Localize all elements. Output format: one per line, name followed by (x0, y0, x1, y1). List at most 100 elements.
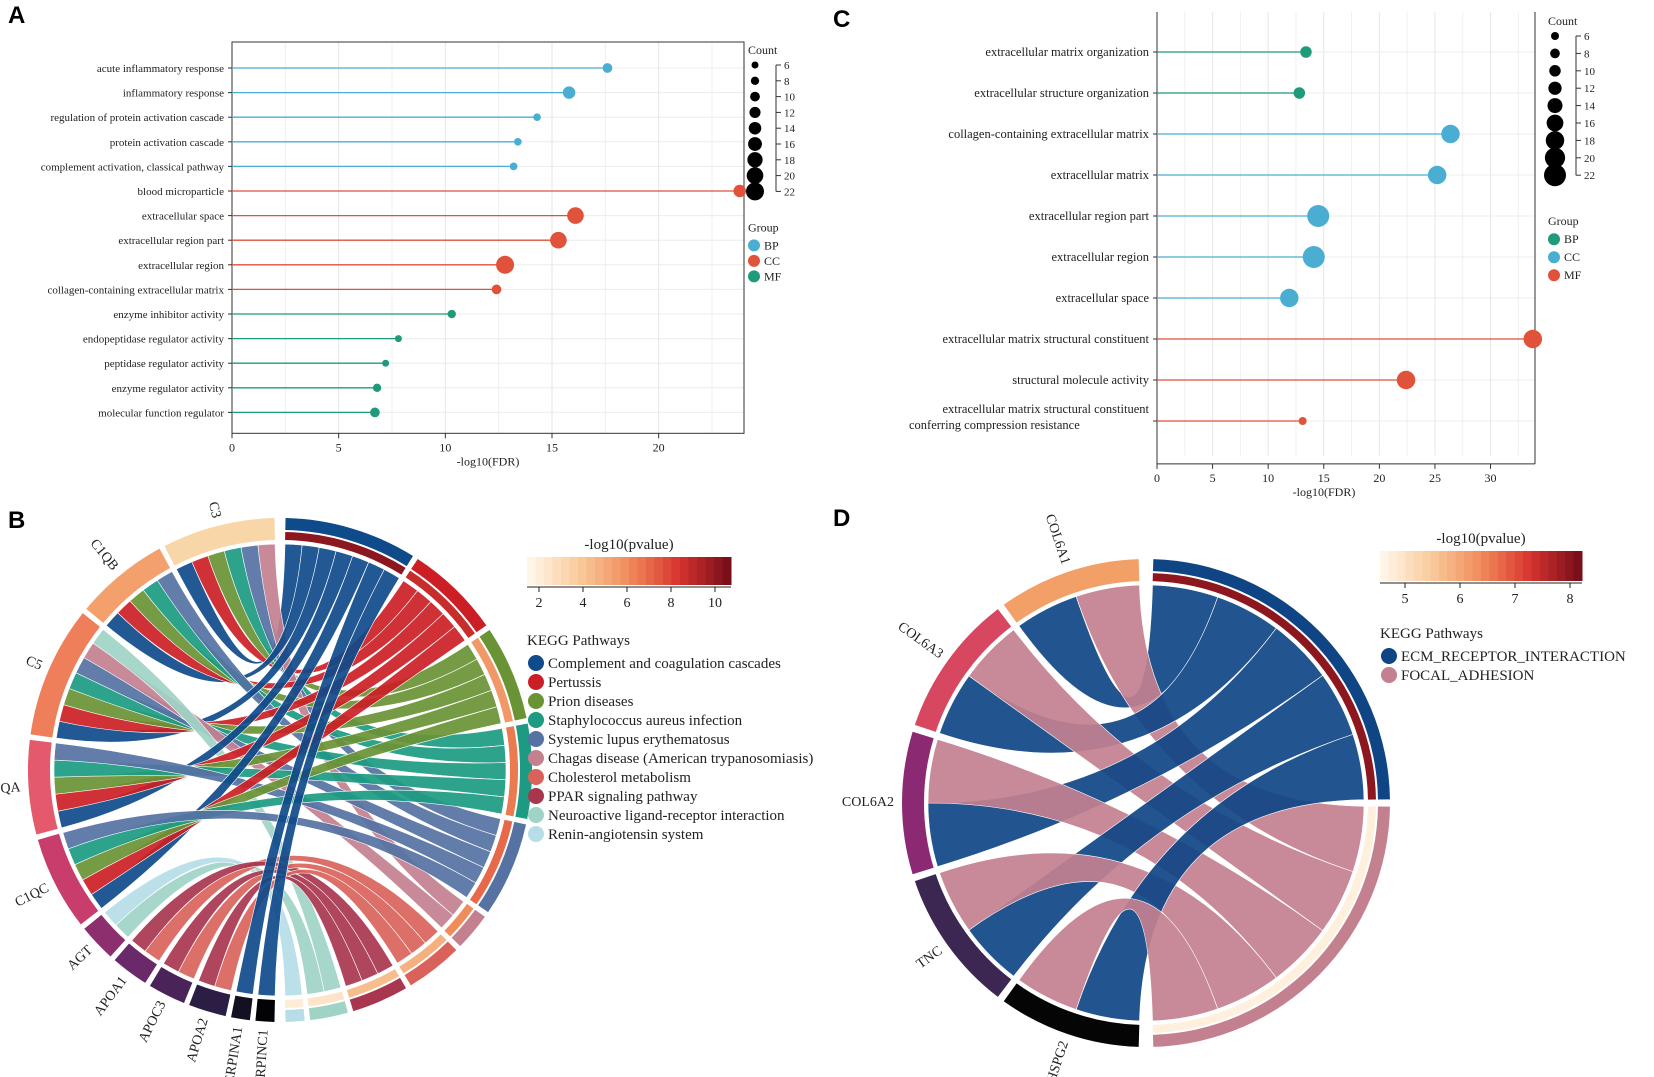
gene-label-hspg2: HSPG2 (1044, 1039, 1072, 1077)
colorbar-swatch (603, 557, 613, 585)
pathway-heat-ring (505, 726, 518, 817)
colorbar-swatch (1422, 551, 1431, 581)
size-legend-dot (1545, 131, 1565, 150)
lollipop-point-collagen-containing-extracellular-matrix (491, 284, 502, 295)
size-legend-dot (1549, 65, 1561, 77)
gene-label-col6a1: COL6A1 (1042, 512, 1073, 566)
size-legend-dot (750, 91, 760, 102)
gene-arc-col6a1 (1003, 559, 1140, 623)
size-legend-dot (1544, 147, 1566, 168)
x-tick-label: 20 (653, 440, 665, 454)
y-term-label: enzyme inhibitor activity (113, 309, 224, 321)
gene-label-c1qa: C1QA (0, 780, 22, 798)
gene-arc-apoa1 (114, 943, 157, 983)
lollipop-point-extracellular-space (1280, 288, 1299, 308)
lollipop-point-extracellular-region (496, 255, 515, 274)
kegg-legend-label: Chagas disease (American trypanosomiasis… (548, 751, 813, 767)
gene-arc-apoa2 (189, 984, 231, 1017)
chord-ribbon-c1qa-systemic-lupus-erythematosus (53, 742, 485, 884)
colorbar-swatch (1514, 551, 1524, 581)
gene-arc-c1qb (86, 548, 171, 623)
pathway-heat-ring (307, 991, 345, 1007)
colorbar-tick-label: 8 (668, 596, 675, 611)
colorbar-swatch (586, 557, 596, 585)
gene-label-col6a2: COL6A2 (842, 795, 894, 810)
colorbar-swatch (612, 557, 621, 585)
gene-arc-c5 (30, 613, 100, 738)
size-legend-label: 20 (1584, 153, 1596, 165)
gene-label-c5: C5 (23, 654, 44, 674)
colorbar-swatch (1388, 551, 1398, 581)
colorbar-swatch (714, 557, 723, 585)
colorbar-swatch (1447, 551, 1457, 581)
colorbar-swatch (697, 557, 706, 585)
gene-label-tnc: TNC (914, 944, 945, 973)
kegg-legend-dot-ppar-signaling-pathway (528, 788, 544, 804)
colorbar-swatch (1430, 551, 1440, 581)
lollipop-point-inflammatory-response (562, 86, 576, 99)
colorbar-swatch (654, 557, 664, 585)
size-legend-label: 12 (784, 107, 795, 119)
kegg-legend-label: Systemic lupus erythematosus (548, 732, 730, 748)
size-legend-dot (1547, 98, 1563, 114)
pathway-arc-renin-angiotensin-system (285, 1008, 305, 1022)
colorbar-tick-label: 10 (708, 596, 722, 611)
colorbar-swatch (527, 557, 536, 585)
pathway-heat-ring (471, 637, 513, 723)
y-term-label: extracellular matrix structural constitu… (942, 402, 1149, 416)
colorbar-swatch (663, 557, 672, 585)
x-tick-label: 10 (439, 440, 451, 454)
group-legend-title: Group (1548, 214, 1579, 228)
lollipop-point-peptidase-regulator-activity (382, 359, 390, 367)
colorbar-swatch (1396, 551, 1406, 581)
lollipop-point-extracellular-region-part (1307, 205, 1330, 227)
gene-arc-agt (84, 914, 126, 957)
x-axis-label: -log10(FDR) (457, 454, 520, 468)
plot-frame (231, 41, 745, 434)
kegg-legend-dot-complement-and-coagulation-cascades (528, 655, 544, 671)
lollipop-point-collagen-containing-extracellular-matrix (1441, 124, 1460, 144)
y-term-label: conferring compression resistance (909, 418, 1080, 432)
colorbar-swatch (722, 557, 732, 585)
size-legend-dot (1551, 32, 1559, 40)
y-term-label: collagen-containing extracellular matrix (47, 284, 224, 296)
size-legend-label: 22 (1584, 170, 1595, 182)
colorbar-swatch (1523, 551, 1532, 581)
colorbar-tick-label: 7 (1512, 592, 1519, 607)
size-legend-dot (750, 76, 760, 85)
colorbar-swatch (1531, 551, 1541, 581)
colorbar-swatch (1481, 551, 1490, 581)
lollipop-point-acute-inflammatory-response (602, 63, 613, 73)
gene-arc-c1qa (28, 739, 58, 835)
colorbar-swatch (680, 557, 689, 585)
colorbar-swatch (1438, 551, 1448, 581)
gene-arc-serpinc1 (255, 998, 275, 1022)
size-legend-label: 14 (784, 123, 796, 135)
size-legend-dot (751, 61, 759, 69)
x-tick-label: 5 (336, 440, 342, 454)
colorbar-swatch (1472, 551, 1482, 581)
group-legend-dot-bp (1548, 233, 1560, 246)
y-term-label: collagen-containing extracellular matrix (948, 127, 1149, 141)
kegg-legend-label: ECM_RECEPTOR_INTERACTION (1401, 649, 1626, 665)
pathway-heat-ring (469, 819, 513, 905)
group-legend-dot-bp (748, 239, 760, 252)
chord-ribbons (53, 543, 507, 997)
colorbar-swatch (1556, 551, 1566, 581)
colorbar-swatch (1506, 551, 1516, 581)
colorbar-swatch (569, 557, 579, 585)
size-legend-label: 14 (1584, 101, 1596, 113)
chord-ribbon-serpina1-complement-and-coagulation-cascades (235, 561, 385, 995)
y-term-label: extracellular region part (1029, 209, 1150, 223)
y-term-label: enzyme regulator activity (112, 383, 225, 395)
lollipop-point-regulation-of-protein-activation-cascade (533, 113, 541, 122)
size-legend-label: 6 (784, 60, 790, 72)
y-term-label: extracellular region part (118, 235, 224, 247)
colorbar-swatch (1539, 551, 1549, 581)
size-legend-label: 18 (784, 155, 796, 167)
kegg-legend-label: Pertussis (548, 675, 602, 691)
chord-ribbon-serpinc1-complement-and-coagulation-cascades (257, 569, 400, 997)
y-term-label: protein activation cascade (110, 137, 224, 149)
panel-label-c: C (833, 6, 851, 33)
